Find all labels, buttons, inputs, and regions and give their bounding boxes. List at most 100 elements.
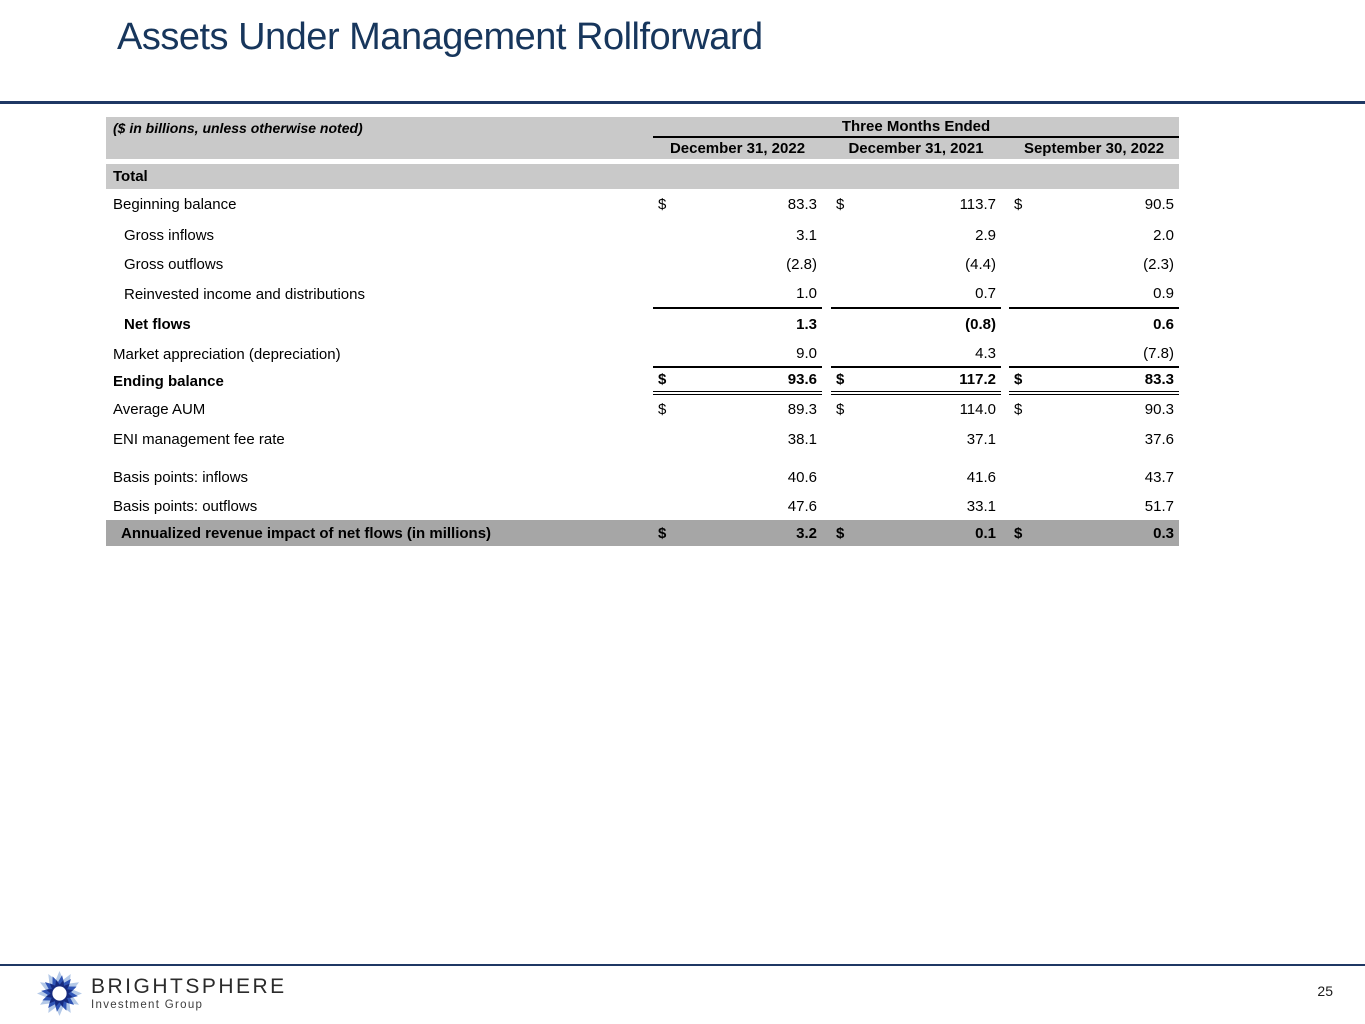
table-header: ($ in billions, unless otherwise noted) … [106, 117, 1179, 159]
brand-text: BRIGHTSPHERE Investment Group [91, 976, 287, 1012]
cell-value: 2.9 [975, 226, 996, 244]
cell: 47.6 [653, 492, 822, 520]
cell: $93.6 [653, 368, 822, 395]
currency-symbol: $ [658, 524, 667, 542]
table-row-gross-outflows: Gross outflows (2.8) (4.4) (2.3) [106, 250, 1179, 279]
cell-value: 43.7 [1144, 469, 1174, 486]
cell-value: 1.3 [796, 316, 817, 333]
cell-value: 113.7 [959, 196, 996, 213]
page-title: Assets Under Management Rollforward [117, 16, 763, 58]
aum-rollforward-table: ($ in billions, unless otherwise noted) … [106, 117, 1179, 546]
row-label: Basis points: outflows [113, 497, 258, 515]
cell-value: 2.0 [1153, 226, 1174, 244]
cell: $113.7 [831, 189, 1001, 220]
cell: 2.9 [831, 220, 1001, 250]
table-row-basis-points-inflows: Basis points: inflows 40.6 41.6 43.7 [106, 463, 1179, 492]
cell: 51.7 [1009, 492, 1179, 520]
cell-value: (7.8) [1143, 344, 1174, 362]
cell: 37.1 [831, 424, 1001, 454]
cell: 0.7 [831, 279, 1001, 309]
cell: 38.1 [653, 424, 822, 454]
cell: 41.6 [831, 463, 1001, 492]
cell: 40.6 [653, 463, 822, 492]
cell-value: (2.8) [786, 256, 817, 273]
currency-symbol: $ [658, 371, 667, 388]
cell: 33.1 [831, 492, 1001, 520]
cell: (7.8) [1009, 340, 1179, 368]
cell-value: 0.6 [1153, 316, 1174, 333]
cell: $83.3 [1009, 368, 1179, 395]
brightsphere-logo-icon [37, 971, 82, 1016]
cell: $114.0 [831, 395, 1001, 424]
table-row-average-aum: Average AUM $89.3 $114.0 $90.3 [106, 395, 1179, 424]
table-header-row-dates: December 31, 2022 December 31, 2021 Sept… [106, 138, 1179, 159]
cell: $89.3 [653, 395, 822, 424]
cell-value: 3.1 [796, 226, 817, 244]
cell-value: 117.2 [959, 371, 996, 388]
cell-value: 0.9 [1153, 284, 1174, 302]
cell-value: 37.1 [966, 430, 996, 448]
cell-value: 114.0 [959, 401, 996, 418]
cell-value: 9.0 [796, 344, 817, 362]
cell: $0.3 [1009, 520, 1179, 546]
cell-value: 83.3 [787, 196, 817, 213]
table-row-market-appreciation: Market appreciation (depreciation) 9.0 4… [106, 340, 1179, 368]
cell-value: (0.8) [965, 316, 996, 333]
cell-value: 0.1 [975, 524, 996, 542]
cell: $3.2 [653, 520, 822, 546]
currency-symbol: $ [658, 401, 667, 418]
table-row-ending-balance: Ending balance $93.6 $117.2 $83.3 [106, 368, 1179, 395]
row-label: Beginning balance [113, 196, 237, 213]
cell: 2.0 [1009, 220, 1179, 250]
cell: $83.3 [653, 189, 822, 220]
column-header: September 30, 2022 [1023, 140, 1165, 157]
cell-value: (4.4) [965, 256, 996, 273]
cell: $0.1 [831, 520, 1001, 546]
row-label: Ending balance [113, 373, 224, 390]
cell-value: 93.6 [787, 371, 817, 388]
cell: (2.3) [1009, 250, 1179, 279]
cell-value: 4.3 [975, 344, 996, 362]
table-header-row-period: ($ in billions, unless otherwise noted) … [106, 117, 1179, 138]
cell-value: 38.1 [787, 430, 817, 448]
table-row-basis-points-outflows: Basis points: outflows 47.6 33.1 51.7 [106, 492, 1179, 520]
table-row-gross-inflows: Gross inflows 3.1 2.9 2.0 [106, 220, 1179, 250]
currency-symbol: $ [1014, 196, 1023, 213]
title-divider [0, 101, 1365, 104]
cell-value: 0.7 [975, 284, 996, 302]
table-row-reinvested-income: Reinvested income and distributions 1.0 … [106, 279, 1179, 309]
cell: 1.0 [653, 279, 822, 309]
row-label: Net flows [124, 316, 191, 333]
cell-value: (2.3) [1143, 256, 1174, 273]
currency-symbol: $ [1014, 371, 1023, 388]
row-label: Average AUM [113, 401, 206, 418]
cell-value: 1.0 [796, 284, 817, 302]
section-label: Total [113, 168, 148, 185]
currency-symbol: $ [836, 401, 845, 418]
table-row-beginning-balance: Beginning balance $83.3 $113.7 $90.5 [106, 189, 1179, 220]
table-units-note: ($ in billions, unless otherwise noted) [113, 120, 363, 136]
table-row-net-flows: Net flows 1.3 (0.8) 0.6 [106, 309, 1179, 340]
page-number: 25 [1317, 983, 1333, 999]
cell-value: 89.3 [787, 401, 817, 418]
cell-value: 90.3 [1144, 401, 1174, 418]
cell: 3.1 [653, 220, 822, 250]
cell-value: 83.3 [1144, 371, 1174, 388]
cell-value: 47.6 [787, 497, 817, 515]
currency-symbol: $ [836, 196, 845, 213]
cell-value: 37.6 [1144, 430, 1174, 448]
row-label: Basis points: inflows [113, 469, 249, 486]
footer-brand: BRIGHTSPHERE Investment Group [37, 971, 287, 1016]
cell: 43.7 [1009, 463, 1179, 492]
cell-value: 51.7 [1144, 497, 1174, 515]
currency-symbol: $ [1014, 401, 1023, 418]
footer-divider [0, 964, 1365, 966]
cell-value: 40.6 [787, 469, 817, 486]
period-group-header: Three Months Ended [653, 117, 1179, 138]
cell-value: 41.6 [966, 469, 996, 486]
row-label: Reinvested income and distributions [124, 285, 365, 303]
row-label: Gross outflows [124, 256, 224, 273]
currency-symbol: $ [658, 196, 667, 213]
row-label: Gross inflows [124, 226, 215, 244]
cell: $117.2 [831, 368, 1001, 395]
